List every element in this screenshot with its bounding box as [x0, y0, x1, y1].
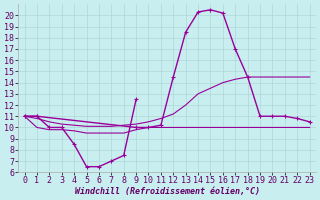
X-axis label: Windchill (Refroidissement éolien,°C): Windchill (Refroidissement éolien,°C) [75, 187, 260, 196]
